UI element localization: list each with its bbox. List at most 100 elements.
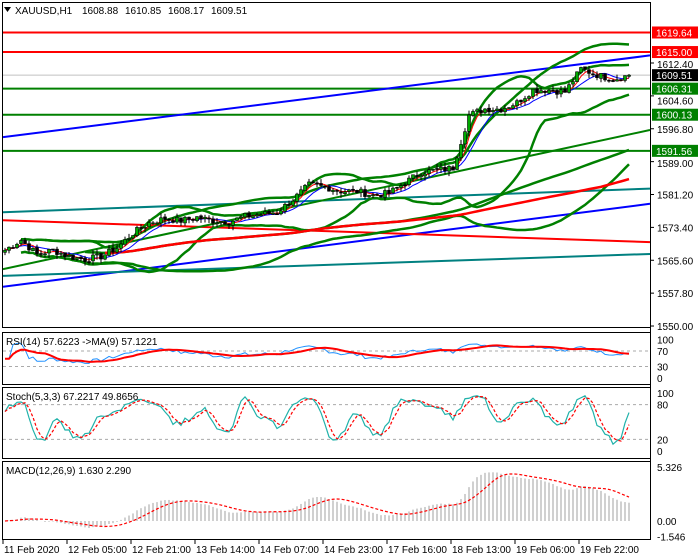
candle: [163, 216, 167, 220]
candle: [339, 191, 343, 194]
candle: [295, 193, 299, 202]
candle: [95, 253, 99, 256]
candle: [619, 79, 623, 81]
candle: [251, 215, 255, 218]
ma-100: [84, 148, 630, 255]
candle: [35, 247, 39, 255]
candle: [91, 254, 95, 262]
candle: [283, 203, 287, 212]
candle: [39, 253, 43, 255]
bollinger-50-upper: [44, 42, 630, 244]
candle: [243, 213, 247, 218]
candle: [219, 221, 223, 223]
candle: [451, 166, 455, 171]
candle: [331, 189, 335, 192]
candle: [551, 90, 555, 92]
level-label: 5.326: [657, 463, 682, 474]
candle: [239, 216, 243, 219]
candle: [559, 89, 563, 95]
candle: [127, 238, 131, 240]
price-label-box: [652, 26, 698, 39]
candle: [475, 109, 479, 112]
triangle-down-icon[interactable]: [4, 7, 11, 12]
candle: [399, 185, 403, 188]
level-label: 20: [657, 435, 669, 446]
candle: [19, 240, 23, 244]
price-tick-label: 1596.80: [657, 125, 694, 136]
price-label-box: [652, 108, 698, 121]
symbol-label: XAUUSD,H1: [15, 6, 73, 17]
candle: [131, 235, 135, 239]
candle: [207, 217, 211, 220]
high-value: 1610.85: [125, 6, 162, 17]
macd-title: MACD(12,26,9) 1.630 2.290: [6, 466, 132, 477]
candle: [167, 218, 171, 221]
candle: [499, 108, 503, 113]
candle: [171, 220, 175, 223]
candle: [83, 257, 87, 262]
candle: [403, 184, 407, 187]
level-label: 30: [657, 362, 669, 373]
candle: [575, 71, 579, 82]
candle: [319, 183, 323, 186]
candle: [371, 194, 375, 197]
candle: [303, 185, 307, 191]
candle: [411, 174, 415, 179]
candle: [27, 243, 31, 251]
price-label: 1619.64: [656, 28, 693, 39]
candle: [247, 212, 251, 218]
candle: [507, 107, 511, 109]
price-label: 1606.31: [656, 85, 693, 96]
candle: [415, 175, 419, 177]
candle: [611, 80, 615, 82]
candle: [267, 211, 271, 214]
candle: [291, 200, 295, 206]
candle: [527, 96, 531, 99]
rsi-title: RSI(14) 57.6223 ->MA(9) 57.1221: [6, 337, 158, 348]
candle: [587, 69, 591, 74]
candle: [483, 108, 487, 113]
time-tick-label: 17 Feb 16:00: [388, 545, 447, 556]
candle: [123, 239, 127, 245]
level-label: 70: [657, 347, 669, 358]
candle: [563, 88, 567, 93]
candle: [431, 168, 435, 171]
candle: [327, 186, 331, 192]
candle: [623, 75, 627, 81]
level-label: 80: [657, 401, 669, 412]
candle: [195, 216, 199, 221]
candle: [343, 191, 347, 194]
candle: [335, 190, 339, 192]
candle: [607, 79, 611, 82]
time-tick-label: 19 Feb 06:00: [516, 545, 575, 556]
candle: [47, 249, 51, 254]
candle: [15, 243, 19, 248]
candle: [579, 67, 583, 73]
rsi-ma-line: [5, 344, 630, 363]
candle: [159, 217, 163, 224]
price-tick-label: 1573.40: [657, 223, 694, 234]
candle: [347, 189, 351, 192]
candle: [191, 219, 195, 221]
level-label: 100: [657, 336, 674, 347]
low-value: 1608.17: [168, 6, 205, 17]
candle: [323, 185, 327, 188]
candle: [259, 214, 263, 217]
candle: [71, 255, 75, 260]
level-label: -1.546: [657, 533, 686, 544]
main-price-panel: [3, 31, 650, 288]
price-tick-label: 1612.40: [657, 60, 694, 71]
price-label-box: [652, 46, 698, 59]
candle: [227, 223, 231, 226]
candle: [299, 189, 303, 196]
candle: [351, 188, 355, 191]
candle: [311, 181, 315, 184]
candle: [99, 253, 103, 260]
candle: [391, 187, 395, 194]
price-tick-label: 1565.60: [657, 256, 694, 267]
macd-signal-line: [4, 473, 630, 528]
candle: [271, 212, 275, 215]
price-tick-label: 1589.00: [657, 159, 694, 170]
